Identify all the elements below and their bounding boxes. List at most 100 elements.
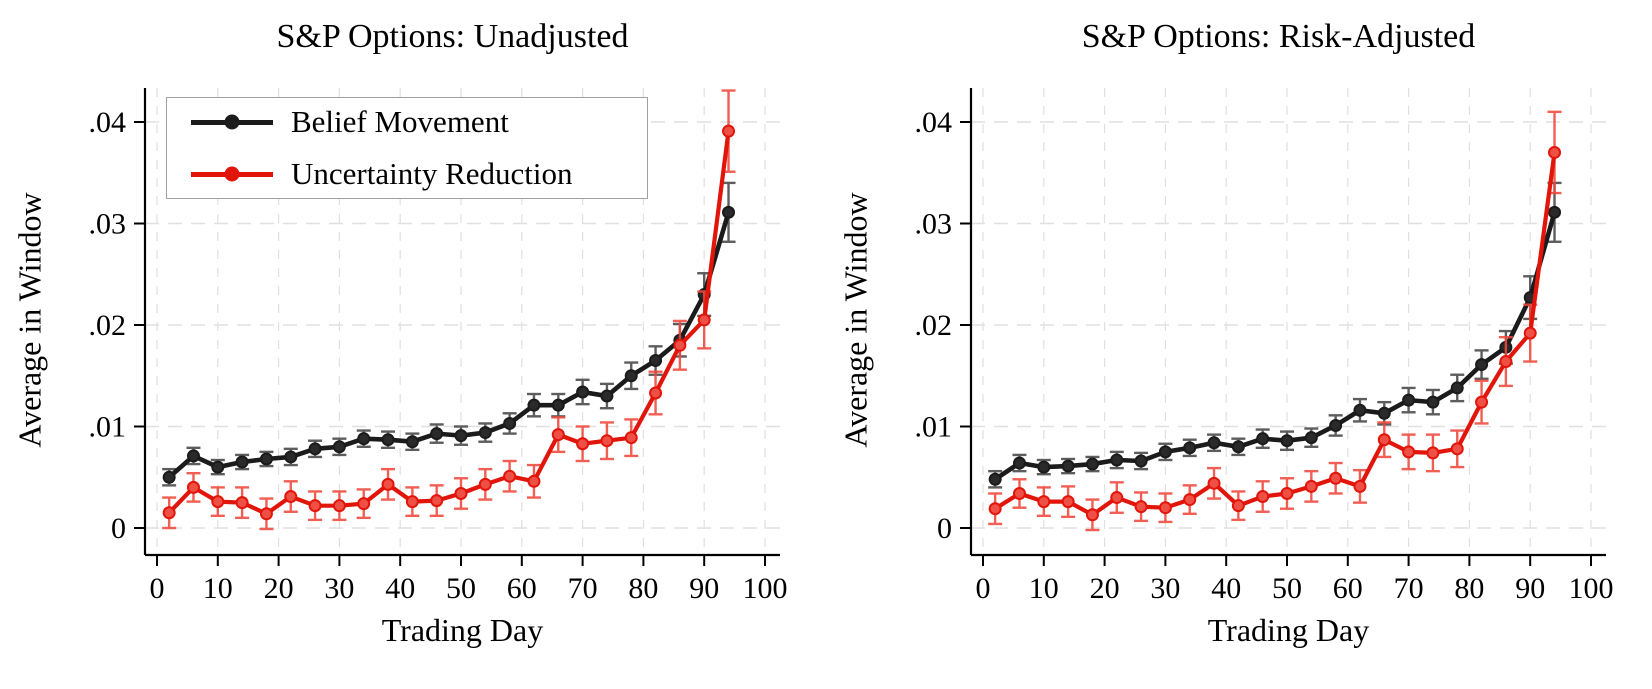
data-point xyxy=(576,437,590,451)
belief-movement-marker-icon xyxy=(224,114,240,130)
legend: Belief Movement Uncertainty Reduction xyxy=(166,97,648,199)
x-tick-label: 80 xyxy=(628,572,658,605)
data-point xyxy=(1450,381,1464,395)
x-tick-label: 100 xyxy=(1569,572,1614,605)
data-point xyxy=(430,427,444,441)
data-point xyxy=(1353,479,1367,493)
data-point xyxy=(1475,395,1489,409)
data-point xyxy=(1402,393,1416,407)
data-point xyxy=(1012,456,1026,470)
data-point xyxy=(1329,418,1343,432)
data-point xyxy=(1061,495,1075,509)
series-line xyxy=(993,150,1557,517)
data-point xyxy=(381,433,395,447)
data-point xyxy=(1548,205,1562,219)
data-point xyxy=(259,507,273,521)
data-point xyxy=(1256,490,1270,504)
data-point xyxy=(624,431,638,445)
data-point xyxy=(649,386,663,400)
y-axis-ticks: 0 .01 .02 .03 .04 xyxy=(915,106,971,545)
series-uncertainty-reduction xyxy=(988,110,1562,532)
plot-area-risk-adjusted: 0 10 20 30 40 50 60 70 80 90 100 0 .01 .02 .03 .04 xyxy=(915,88,1614,605)
error-bars xyxy=(988,110,1562,532)
data-point xyxy=(624,369,638,383)
y-tick-label: 0 xyxy=(937,512,952,545)
data-point xyxy=(1207,476,1221,490)
y-tick-label: .01 xyxy=(915,411,953,444)
data-points xyxy=(162,205,736,484)
data-point xyxy=(162,470,176,484)
series-line xyxy=(166,210,731,480)
x-tick-label: 40 xyxy=(385,572,415,605)
data-point xyxy=(1523,326,1537,340)
data-point xyxy=(988,472,1002,486)
data-points xyxy=(988,145,1562,522)
x-tick-label: 60 xyxy=(1333,572,1363,605)
axes xyxy=(143,88,780,557)
y-tick-label: .02 xyxy=(915,309,953,342)
data-point xyxy=(454,486,468,500)
data-point xyxy=(1256,432,1270,446)
legend-item-belief-movement: Belief Movement xyxy=(167,100,647,144)
data-point xyxy=(1012,486,1026,500)
data-point xyxy=(1280,486,1294,500)
uncertainty-reduction-marker-icon xyxy=(224,166,240,182)
data-point xyxy=(988,502,1002,516)
data-point xyxy=(357,432,371,446)
error-bars xyxy=(162,181,736,487)
data-point xyxy=(1450,442,1464,456)
data-point xyxy=(1377,406,1391,420)
data-point xyxy=(722,124,736,138)
data-point xyxy=(1280,434,1294,448)
data-point xyxy=(1158,445,1172,459)
chart-panel-unadjusted: 0 10 20 30 40 50 60 70 80 90 100 0 .01 .02 .03 .04 S&P … xyxy=(12,18,788,648)
data-point xyxy=(1207,436,1221,450)
data-point xyxy=(1110,453,1124,467)
chart-title-unadjusted: S&P Options: Unadjusted xyxy=(276,18,629,55)
data-point xyxy=(478,426,492,440)
y-axis-ticks: 0 .01 .02 .03 .04 xyxy=(89,106,145,545)
data-point xyxy=(454,429,468,443)
y-tick-label: .01 xyxy=(89,411,127,444)
axes xyxy=(969,88,1606,557)
x-tick-label: 90 xyxy=(689,572,719,605)
x-tick-label: 70 xyxy=(1394,572,1424,605)
y-tick-label: .03 xyxy=(915,208,953,241)
data-point xyxy=(381,477,395,491)
data-point xyxy=(405,495,419,509)
data-point xyxy=(162,506,176,520)
chart-panel-risk-adjusted: 0 10 20 30 40 50 60 70 80 90 100 0 .01 .02 .03 .04 S&P … xyxy=(826,0,1652,689)
data-point xyxy=(1304,431,1318,445)
data-point xyxy=(211,460,225,474)
x-tick-label: 30 xyxy=(1150,572,1180,605)
x-axis-ticks: 0 10 20 30 40 50 60 70 80 90 100 xyxy=(976,555,1614,605)
data-point xyxy=(1304,479,1318,493)
data-point xyxy=(1231,440,1245,454)
y-tick-label: 0 xyxy=(111,512,126,545)
data-point xyxy=(1183,493,1197,507)
data-point xyxy=(1183,441,1197,455)
data-point xyxy=(551,428,565,442)
x-tick-label: 10 xyxy=(1029,572,1059,605)
x-tick-label: 90 xyxy=(1515,572,1545,605)
data-point xyxy=(1329,471,1343,485)
data-point xyxy=(235,455,249,469)
data-point xyxy=(1037,495,1051,509)
y-tick-label: .03 xyxy=(89,208,127,241)
x-axis-title: Trading Day xyxy=(381,612,544,648)
data-point xyxy=(1377,433,1391,447)
legend-item-uncertainty-reduction: Uncertainty Reduction xyxy=(167,152,647,196)
data-point xyxy=(600,389,614,403)
data-point xyxy=(478,477,492,491)
y-tick-label: .02 xyxy=(89,309,127,342)
y-tick-label: .04 xyxy=(89,106,127,139)
data-point xyxy=(1548,145,1562,159)
x-tick-label: 10 xyxy=(203,572,233,605)
x-tick-label: 50 xyxy=(1272,572,1302,605)
data-point xyxy=(527,474,541,488)
series-belief-movement xyxy=(988,181,1562,489)
data-point xyxy=(284,490,298,504)
x-tick-label: 40 xyxy=(1211,572,1241,605)
x-axis-ticks: 0 10 20 30 40 50 60 70 80 90 100 xyxy=(150,555,788,605)
x-tick-label: 50 xyxy=(446,572,476,605)
